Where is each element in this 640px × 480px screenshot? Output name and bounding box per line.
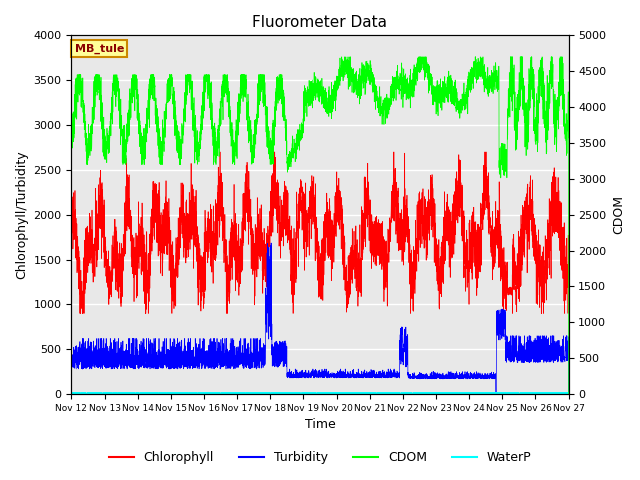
- Y-axis label: CDOM: CDOM: [612, 195, 625, 234]
- Legend: Chlorophyll, Turbidity, CDOM, WaterP: Chlorophyll, Turbidity, CDOM, WaterP: [104, 446, 536, 469]
- Title: Fluorometer Data: Fluorometer Data: [253, 15, 387, 30]
- Text: MB_tule: MB_tule: [75, 44, 124, 54]
- X-axis label: Time: Time: [305, 419, 335, 432]
- Y-axis label: Chlorophyll/Turbidity: Chlorophyll/Turbidity: [15, 150, 28, 279]
